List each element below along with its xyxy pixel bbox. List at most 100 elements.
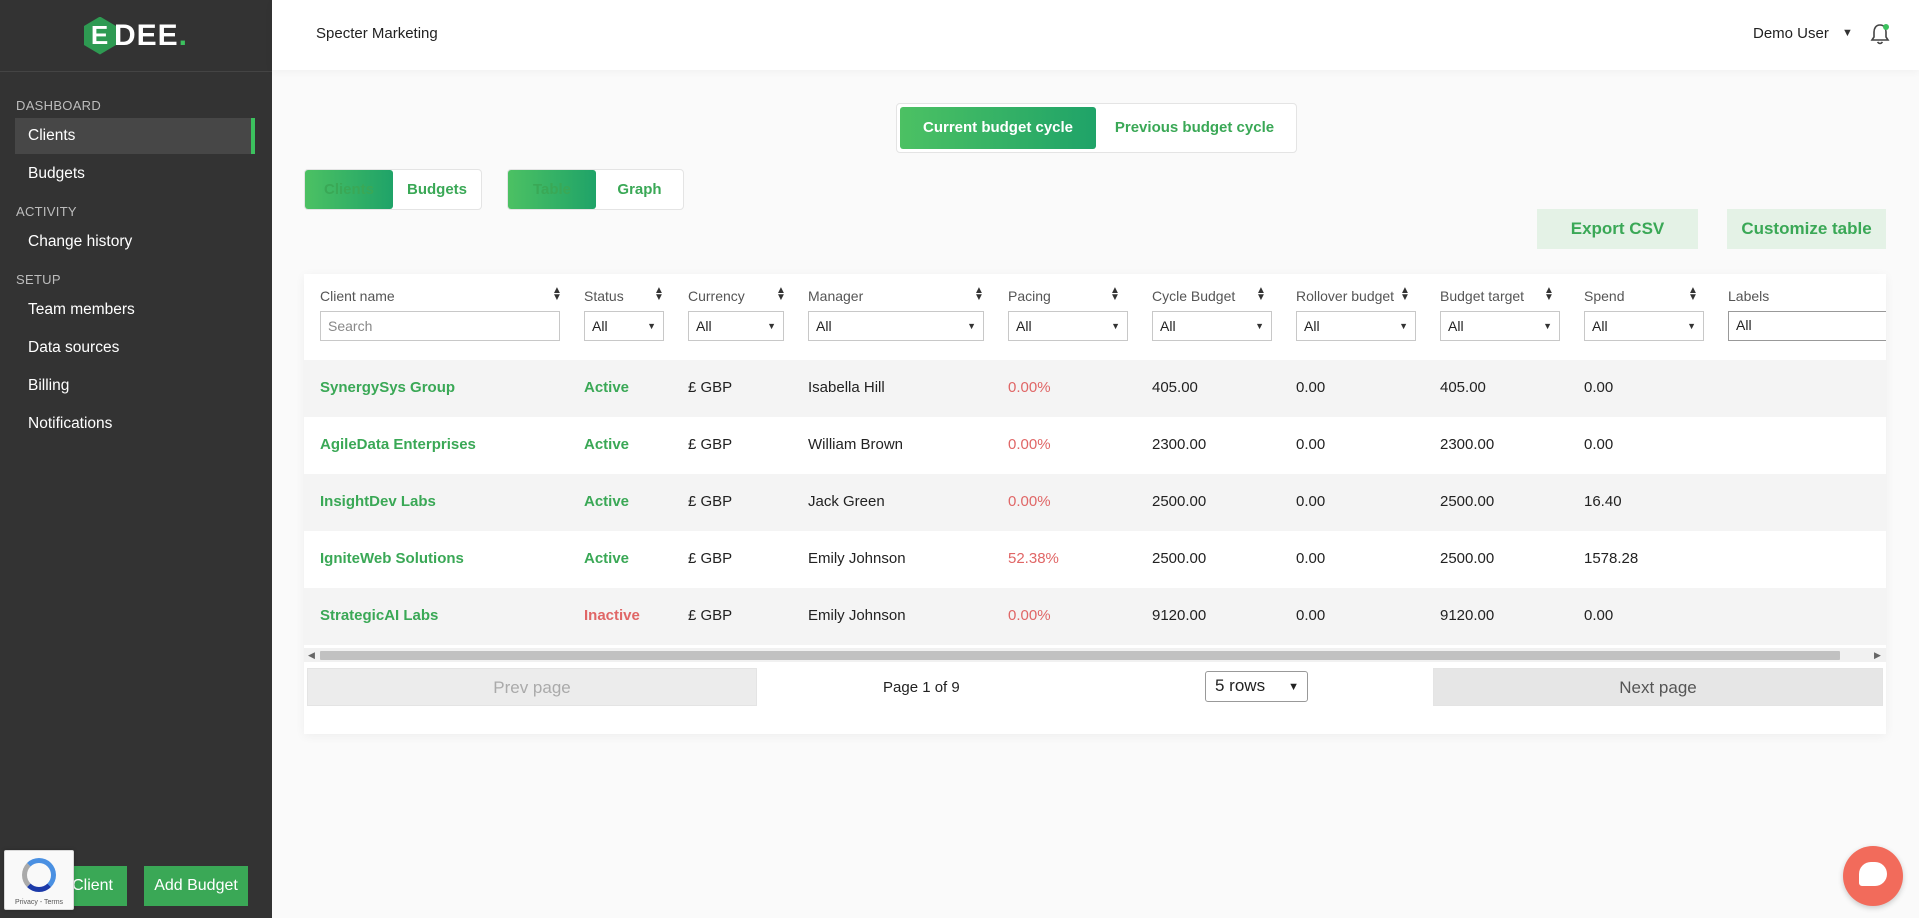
customize-table-button[interactable]: Customize table [1727, 209, 1886, 249]
manager-filter[interactable]: All ▼ [808, 311, 984, 341]
sort-icon[interactable]: ▲ ▼ [776, 285, 786, 303]
sort-icon[interactable]: ▲ ▼ [654, 285, 664, 303]
scroll-left-icon[interactable]: ◀ [308, 650, 315, 660]
recaptcha-links[interactable]: Privacy - Terms [14, 899, 64, 906]
rows-per-page-select[interactable]: 5 rows ▼ [1205, 671, 1308, 702]
currency-filter[interactable]: All ▼ [688, 311, 784, 341]
sort-icon[interactable]: ▲ ▼ [974, 285, 984, 303]
cycle-budget-filter[interactable]: All ▼ [1152, 311, 1272, 341]
client-name-link[interactable]: IgniteWeb Solutions [320, 550, 464, 567]
spend-cell: 0.00 [1584, 436, 1614, 453]
recaptcha-icon [22, 858, 56, 892]
sidebar-item-billing[interactable]: Billing [28, 377, 70, 394]
pacing-cell: 0.00% [1008, 436, 1051, 453]
mode-graph-option[interactable]: Graph [617, 181, 662, 198]
client-search-input[interactable]: Search [320, 311, 560, 341]
horizontal-scrollbar[interactable]: ◀ ▶ [304, 648, 1886, 662]
export-csv-button[interactable]: Export CSV [1537, 209, 1698, 249]
bell-icon[interactable] [1869, 22, 1891, 46]
manager-cell: Emily Johnson [808, 550, 906, 567]
table-header: Client name ▲ ▼ Status ▲ ▼ Currency ▲ ▼ Man… [304, 274, 1886, 360]
prev-page-button[interactable]: Prev page [307, 668, 757, 706]
sort-icon[interactable]: ▲ ▼ [1256, 285, 1266, 303]
rollover-cell: 0.00 [1296, 493, 1326, 510]
pacing-cell: 0.00% [1008, 493, 1051, 510]
pacing-cell: 0.00% [1008, 379, 1051, 396]
col-labels: Labels [1728, 288, 1770, 304]
scrollbar-thumb[interactable] [320, 651, 1840, 660]
scroll-right-icon[interactable]: ▶ [1874, 650, 1881, 660]
caret-down-icon[interactable]: ▼ [1842, 27, 1853, 39]
sort-icon[interactable]: ▲ ▼ [552, 285, 562, 303]
sidebar-item-notifications[interactable]: Notifications [28, 415, 113, 432]
sort-icon[interactable]: ▲ ▼ [1688, 285, 1698, 303]
page-info: Page 1 of 9 [883, 679, 960, 696]
user-menu[interactable]: Demo User [1753, 25, 1829, 42]
sidebar-item-budgets[interactable]: Budgets [28, 165, 85, 182]
sort-icon[interactable]: ▲ ▼ [1400, 285, 1410, 303]
previous-cycle-option[interactable]: Previous budget cycle [1114, 119, 1275, 136]
spend-cell: 0.00 [1584, 379, 1614, 396]
client-name-link[interactable]: SynergySys Group [320, 379, 456, 396]
status-badge: Active [584, 493, 630, 510]
top-header: Specter Marketing Demo User ▼ [272, 0, 1919, 70]
client-name-link[interactable]: InsightDev Labs [320, 493, 436, 510]
table-row: IgniteWeb Solutions Active £ GBP Emily J… [304, 531, 1886, 588]
recaptcha-badge[interactable]: Privacy - Terms [4, 850, 74, 910]
spend-cell: 16.40 [1584, 493, 1622, 510]
logo-hex-icon: E [83, 16, 116, 55]
view-clients-option[interactable]: Clients [305, 170, 393, 209]
currency-cell: £ GBP [688, 550, 733, 567]
sort-icon[interactable]: ▲ ▼ [1110, 285, 1120, 303]
currency-cell: £ GBP [688, 379, 733, 396]
labels-filter[interactable]: All [1728, 311, 1886, 341]
client-name-link[interactable]: AgileData Enterprises [320, 436, 476, 453]
view-budgets-option[interactable]: Budgets [407, 181, 467, 198]
col-rollover-budget: Rollover budget [1296, 288, 1395, 304]
col-budget-target: Budget target [1440, 288, 1525, 304]
table-row: AgileData Enterprises Active £ GBP Willi… [304, 417, 1886, 474]
add-budget-button[interactable]: Add Budget [144, 866, 248, 906]
budget-target-filter[interactable]: All ▼ [1440, 311, 1560, 341]
mode-table-option[interactable]: Table [508, 170, 596, 209]
rollover-budget-filter[interactable]: All ▼ [1296, 311, 1416, 341]
pacing-cell: 0.00% [1008, 607, 1051, 624]
sidebar-item-clients[interactable]: Clients [15, 118, 255, 154]
logo-dot: . [178, 18, 189, 52]
target-cell: 405.00 [1440, 379, 1486, 396]
rollover-cell: 0.00 [1296, 607, 1326, 624]
status-filter[interactable]: All ▼ [584, 311, 664, 341]
target-cell: 2500.00 [1440, 493, 1495, 510]
sidebar-item-data-sources[interactable]: Data sources [28, 339, 120, 356]
view-toggle: Clients Budgets [304, 169, 482, 210]
status-badge: Active [584, 436, 630, 453]
client-name-link[interactable]: StrategicAI Labs [320, 607, 439, 624]
next-page-button[interactable]: Next page [1433, 668, 1883, 706]
logo[interactable]: E DEE. [0, 0, 272, 72]
cycle-budget-cell: 2300.00 [1152, 436, 1207, 453]
pagination: Prev page Page 1 of 9 5 rows ▼ Next page [304, 664, 1886, 710]
sidebar-item-team-members[interactable]: Team members [28, 301, 135, 318]
currency-cell: £ GBP [688, 436, 733, 453]
spend-cell: 1578.28 [1584, 550, 1639, 567]
chat-bubble-icon [1859, 862, 1887, 886]
current-cycle-option[interactable]: Current budget cycle [900, 107, 1096, 149]
col-currency: Currency [688, 288, 745, 304]
cycle-budget-cell: 2500.00 [1152, 550, 1207, 567]
rollover-cell: 0.00 [1296, 550, 1326, 567]
sidebar: E DEE. DASHBOARD Clients Budgets ACTIVIT… [0, 0, 272, 918]
pacing-filter[interactable]: All ▼ [1008, 311, 1128, 341]
sidebar-item-change-history[interactable]: Change history [28, 233, 133, 250]
chevron-down-icon: ▼ [1288, 681, 1299, 693]
cycle-budget-cell: 2500.00 [1152, 493, 1207, 510]
rollover-cell: 0.00 [1296, 379, 1326, 396]
manager-cell: Emily Johnson [808, 607, 906, 624]
company-name: Specter Marketing [316, 25, 438, 42]
chat-widget-button[interactable] [1843, 846, 1903, 906]
col-manager: Manager [808, 288, 864, 304]
manager-cell: Isabella Hill [808, 379, 885, 396]
spend-filter[interactable]: All ▼ [1584, 311, 1704, 341]
pacing-cell: 52.38% [1008, 550, 1059, 567]
table-row: InsightDev Labs Active £ GBP Jack Green … [304, 474, 1886, 531]
sort-icon[interactable]: ▲ ▼ [1544, 285, 1554, 303]
